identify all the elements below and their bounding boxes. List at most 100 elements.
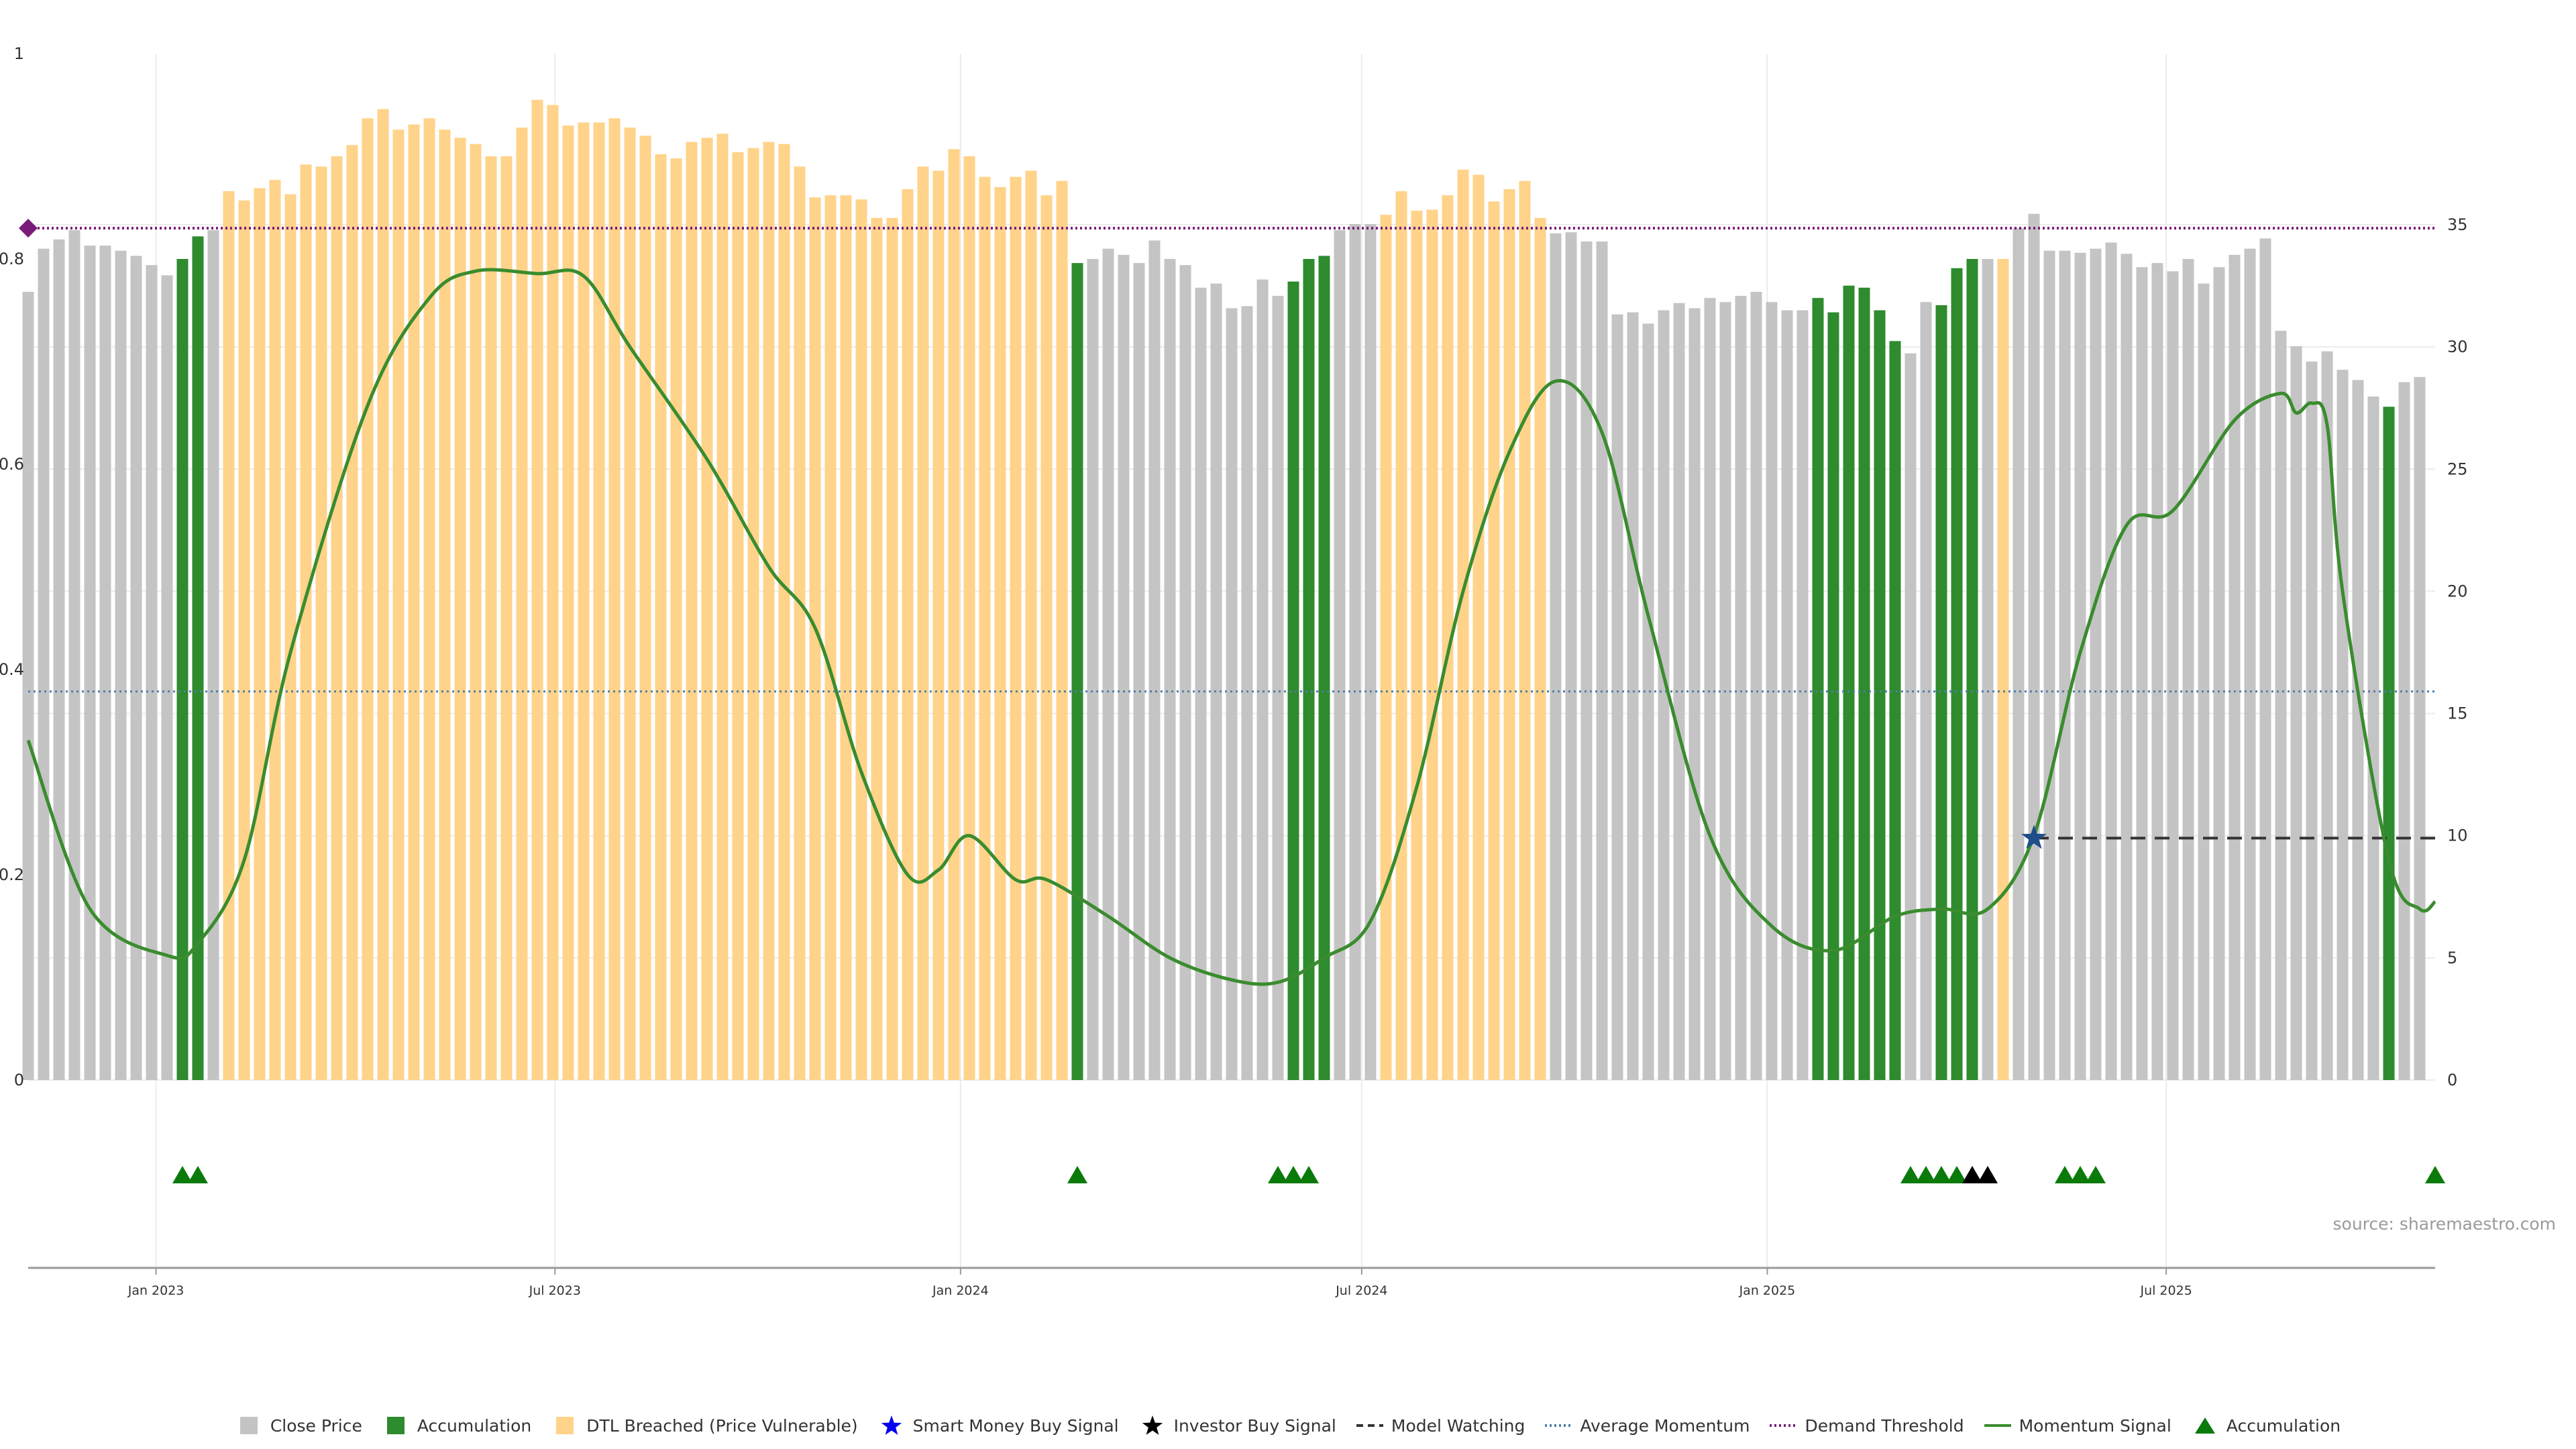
dtl-breached-bar (608, 118, 620, 1080)
dtl-breached-bar (1411, 211, 1422, 1080)
close-price-bar (1611, 315, 1623, 1080)
close-price-bar (84, 246, 95, 1080)
dtl-breached-bar (871, 218, 882, 1080)
right-tick-label: 30 (2447, 337, 2468, 356)
close-price-bar (2182, 259, 2194, 1080)
accumulation-bar (1827, 313, 1839, 1080)
close-price-bar (2306, 362, 2317, 1080)
dtl-breached-bar (670, 158, 682, 1080)
close-price-bar (1102, 249, 1114, 1080)
dtl-breached-bar (716, 133, 728, 1080)
left-tick-label: 0.6 (0, 455, 24, 474)
close-price-bar (99, 246, 111, 1080)
close-price-bar (161, 275, 172, 1080)
right-tick-label: 35 (2447, 215, 2468, 234)
close-price-bar (1210, 284, 1222, 1080)
close-price-bar (1550, 233, 1561, 1080)
close-price-bar (1904, 354, 1916, 1080)
right-tick-label: 5 (2447, 949, 2457, 967)
dotted-line-icon (1770, 1415, 1796, 1436)
dtl-breached-bar (238, 201, 250, 1080)
close-price-bar (2136, 267, 2147, 1080)
legend-label: Accumulation (2226, 1416, 2341, 1436)
dtl-breached-bar (948, 149, 959, 1080)
accumulation-triangle (188, 1166, 208, 1183)
dtl-breached-bar (500, 156, 512, 1080)
star-icon (1139, 1415, 1166, 1436)
legend-label: Momentum Signal (2019, 1416, 2171, 1436)
close-price-bar (1179, 265, 1191, 1080)
close-price-bar (146, 265, 157, 1080)
close-price-bar (1148, 240, 1160, 1080)
legend-item: Smart Money Buy Signal (878, 1415, 1119, 1436)
x-tick-label: Jul 2023 (529, 1283, 581, 1298)
close-price-bar (2012, 228, 2024, 1080)
dtl-breached-bar (1503, 189, 1515, 1080)
accumulation-bar (1071, 263, 1083, 1080)
dtl-breached-bar (300, 164, 311, 1080)
dtl-breached-bar (639, 136, 651, 1080)
accumulation-bar (192, 236, 203, 1080)
dtl-breached-bar (1997, 259, 2008, 1080)
close-price-bar (2105, 243, 2116, 1080)
close-price-bar (2213, 267, 2224, 1080)
dtl-breached-bar (732, 152, 743, 1080)
close-price-bar (1241, 306, 1252, 1080)
right-tick-label: 10 (2447, 826, 2468, 845)
dtl-breached-bar (1534, 218, 1546, 1080)
left-tick-label: 1 (14, 44, 24, 63)
close-price-bar (68, 230, 80, 1080)
dtl-breached-bar (1472, 175, 1484, 1080)
legend-item: Accumulation (2192, 1415, 2341, 1436)
signal-markers (172, 1166, 2445, 1183)
dtl-breached-bar (485, 156, 496, 1080)
close-price-bar (1688, 308, 1700, 1080)
close-price-bar (22, 292, 34, 1080)
accumulation-bar (1889, 341, 1900, 1080)
dtl-breached-bar (824, 195, 836, 1080)
legend-item: Close Price (235, 1415, 362, 1436)
x-tick-label: Jan 2025 (1739, 1283, 1796, 1298)
accumulation-bar (1951, 268, 1962, 1080)
dtl-breached-bar (1025, 170, 1036, 1080)
dtl-breached-bar (855, 199, 867, 1080)
close-price-bar (1087, 259, 1098, 1080)
close-price-bar (130, 256, 142, 1080)
investor-buy-triangle (1978, 1166, 1998, 1183)
right-tick-label: 0 (2447, 1071, 2457, 1089)
dtl-breached-bar (963, 156, 975, 1080)
right-tick-label: 25 (2447, 460, 2468, 478)
accumulation-triangle (1067, 1166, 1087, 1183)
dtl-breached-bar (701, 138, 712, 1080)
dtl-breached-bar (763, 142, 774, 1080)
dtl-breached-bar (362, 118, 373, 1080)
dtl-breached-bar (331, 156, 342, 1080)
legend-label: DTL Breached (Price Vulnerable) (586, 1416, 857, 1436)
legend-label: Accumulation (417, 1416, 531, 1436)
close-price-bar (115, 251, 126, 1080)
accumulation-bar (2383, 407, 2394, 1080)
dtl-breached-bar (578, 123, 589, 1080)
close-price-bar (1982, 259, 1993, 1080)
close-price-bar (1750, 292, 1762, 1080)
dtl-breached-bar (1426, 210, 1438, 1080)
chart-legend: Close Price Accumulation DTL Breached (Pri… (0, 1415, 2576, 1436)
dtl-breached-bar (994, 187, 1006, 1080)
close-price-bar (2367, 396, 2379, 1080)
legend-label: Close Price (270, 1416, 362, 1436)
right-axis-ticks: 05101520253035 (2447, 215, 2468, 1089)
close-price-bar (1596, 241, 1607, 1080)
close-price-bar (2090, 249, 2101, 1080)
dtl-breached-bar (1040, 195, 1052, 1080)
legend-item: Investor Buy Signal (1139, 1415, 1336, 1436)
dtl-breached-bar (392, 129, 404, 1080)
close-price-bar (2059, 251, 2070, 1080)
dtl-breached-bar (686, 142, 697, 1080)
close-price-bar (2352, 380, 2363, 1080)
x-axis-ticks: Jan 2023 Jul 2023 Jan 2024 Jul 2024 Jan 2025… (127, 1268, 2192, 1298)
x-tick-label: Jul 2025 (2139, 1283, 2192, 1298)
close-price-bar (1118, 255, 1129, 1080)
accumulation-bar (1858, 288, 1870, 1080)
close-price-bar (1735, 296, 1746, 1080)
